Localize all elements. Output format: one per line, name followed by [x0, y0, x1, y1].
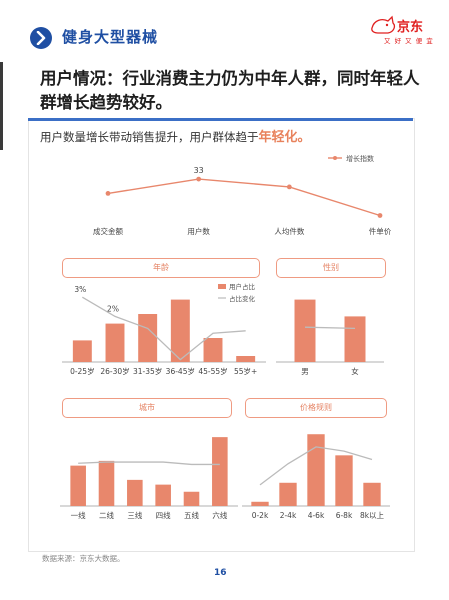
city-x-tick-label: 三线	[127, 510, 142, 520]
city-bar	[98, 460, 115, 506]
city-bar	[155, 484, 171, 506]
city-chart: 一线 二线 三线 四线 五线 六线	[60, 437, 238, 520]
growth-line	[107, 178, 381, 217]
growth-x-tick-label: 成交金额	[93, 226, 123, 235]
city-bar	[183, 491, 200, 506]
price-bar	[307, 434, 325, 506]
age-legend-label: 用户占比	[229, 282, 256, 291]
age-bar	[170, 299, 190, 362]
growth-data-label: 33	[194, 166, 204, 175]
city-bar	[127, 479, 143, 506]
gender-bar	[294, 299, 316, 362]
data-source: 数据来源：京东大数据。	[42, 554, 125, 563]
price-bar	[251, 501, 269, 506]
age-bar	[203, 338, 223, 362]
city-bar	[70, 465, 86, 506]
growth-point	[286, 184, 292, 190]
age-pill: 年龄	[62, 258, 260, 278]
brand-slogan: 又 好 又 便 宜	[384, 37, 434, 45]
growth-index-chart: 33 成交金额 用户数 人均件数 件单价 增长指数	[93, 154, 392, 235]
age-legend-swatch	[218, 284, 226, 289]
growth-point	[105, 191, 111, 196]
age-chart: 0-25岁 26-30岁 31-35岁 36-45岁 45-55岁 55岁+ 3% 2% 用户占…	[62, 282, 266, 376]
age-x-tick-label: 36-45岁	[166, 366, 195, 376]
city-x-tick-label: 六线	[212, 510, 227, 520]
age-bar	[236, 356, 256, 362]
price-chart: 0-2k 2-4k 4-6k 6-8k 8k以上	[242, 434, 390, 520]
age-line	[82, 296, 246, 361]
gender-bar	[344, 316, 366, 362]
price-x-tick-label: 8k以上	[360, 511, 385, 520]
age-x-tick-label: 55岁+	[234, 366, 257, 376]
age-x-tick-label: 26-30岁	[100, 366, 129, 376]
growth-x-tick-label: 人均件数	[274, 226, 304, 235]
left-edge-bar	[0, 62, 3, 150]
gender-pill: 性别	[276, 258, 386, 278]
gender-x-tick-label: 女	[351, 366, 359, 376]
price-x-tick-label: 6-8k	[336, 511, 353, 520]
price-x-tick-label: 0-2k	[252, 511, 269, 520]
city-x-tick-label: 二线	[99, 510, 114, 520]
gender-chart: 男女	[276, 299, 384, 376]
age-x-tick-label: 31-35岁	[133, 366, 162, 376]
price-bar	[363, 482, 381, 506]
growth-x-tick-label: 件单价	[369, 226, 392, 235]
growth-point	[196, 176, 202, 182]
growth-legend-marker	[333, 156, 337, 160]
price-line	[259, 446, 373, 486]
card-subtitle-text: 用户数量增长带动销售提升，用户群体趋于	[40, 130, 259, 144]
age-data-label: 3%	[74, 285, 86, 294]
age-legend-label: 占比变化	[229, 294, 256, 303]
price-x-tick-label: 2-4k	[280, 511, 297, 520]
page-number: 16	[214, 568, 227, 578]
price-bar	[335, 455, 353, 506]
city-pill: 城市	[62, 398, 232, 418]
card-top-border	[28, 118, 413, 121]
city-x-tick-label: 四线	[156, 510, 171, 520]
card-subtitle-highlight: 年轻化。	[258, 130, 311, 145]
age-bar	[72, 340, 92, 362]
gender-x-tick-label: 男	[301, 367, 309, 376]
chevron-right-icon	[30, 27, 52, 49]
age-bar	[105, 323, 125, 362]
city-line	[78, 461, 220, 466]
growth-legend-label: 增长指数	[346, 154, 374, 163]
city-x-tick-label: 五线	[184, 510, 199, 520]
growth-x-tick-label: 用户数	[187, 226, 210, 235]
age-bar	[138, 314, 158, 362]
section-title: 健身大型器械	[62, 28, 159, 46]
age-x-tick-label: 0-25岁	[70, 366, 95, 376]
age-data-label: 2%	[107, 304, 119, 313]
city-x-tick-label: 一线	[71, 510, 86, 520]
headline: 用户情况：行业消费主力仍为中年人群，同时年轻人群增长趋势较好。	[40, 69, 420, 112]
price-x-tick-label: 4-6k	[308, 511, 325, 520]
jd-dog-logo-icon	[371, 15, 395, 34]
age-x-tick-label: 45-55岁	[198, 366, 227, 376]
card-subtitle: 用户数量增长带动销售提升，用户群体趋于年轻化。	[40, 126, 311, 145]
price-bar	[279, 482, 297, 506]
growth-point	[377, 213, 383, 218]
brand-name: 京东	[397, 20, 424, 35]
price-pill: 价格规则	[245, 398, 387, 418]
city-bar	[212, 437, 228, 506]
gender-line	[304, 326, 356, 330]
